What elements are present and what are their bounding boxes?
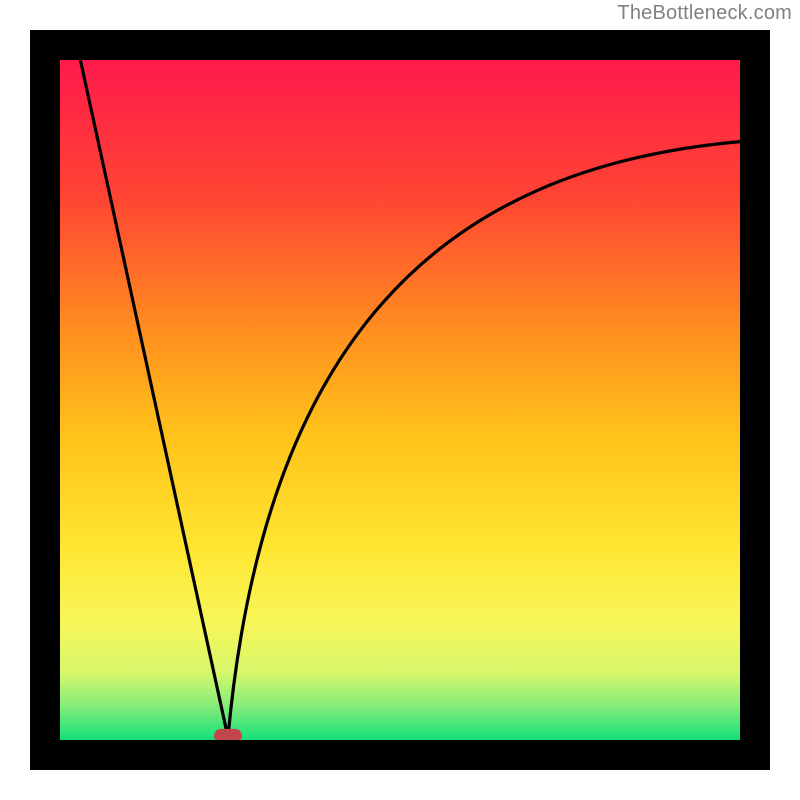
chart-svg — [0, 0, 800, 800]
gradient-background — [60, 60, 740, 740]
chart-frame: TheBottleneck.com — [0, 0, 800, 800]
watermark-text: TheBottleneck.com — [617, 2, 792, 25]
